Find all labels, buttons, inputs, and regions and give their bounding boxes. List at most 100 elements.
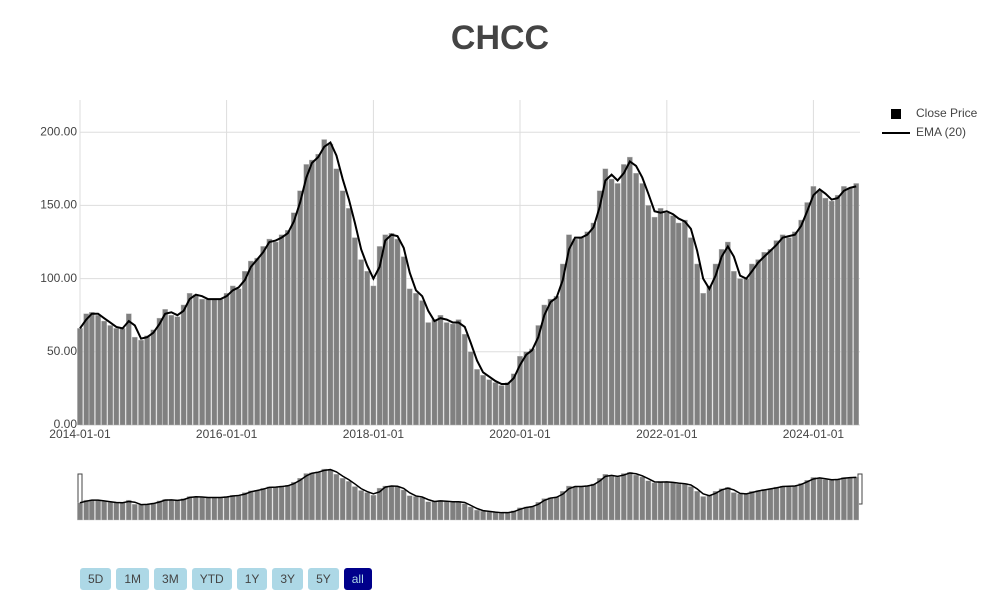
- mini-bar: [266, 486, 273, 521]
- bar: [419, 300, 426, 426]
- mini-bar: [834, 478, 841, 521]
- bar: [285, 230, 291, 426]
- bar: [547, 298, 554, 426]
- bar: [828, 200, 835, 426]
- bar: [266, 238, 273, 426]
- bar: [792, 231, 798, 426]
- mini-bar: [285, 485, 291, 521]
- mini-bar: [199, 497, 205, 521]
- mini-bar: [132, 504, 138, 521]
- mini-bar: [352, 486, 358, 521]
- range-button[interactable]: 1M: [116, 568, 150, 590]
- bar: [364, 271, 370, 426]
- mini-bar: [651, 482, 658, 521]
- mini-bar: [77, 502, 83, 521]
- bar: [822, 197, 829, 426]
- bar: [853, 183, 859, 426]
- mini-bar: [193, 496, 199, 521]
- mini-bar: [339, 477, 346, 521]
- mini-bar: [83, 499, 90, 521]
- bar: [541, 304, 548, 426]
- bar: [333, 168, 340, 426]
- bar: [168, 315, 175, 426]
- bar: [278, 234, 285, 426]
- bar: [670, 215, 676, 426]
- mini-bar: [303, 473, 310, 521]
- bar: [682, 219, 688, 426]
- mini-bar: [798, 483, 804, 521]
- mini-bar: [492, 512, 499, 521]
- mini-bar: [755, 490, 761, 521]
- mini-bar: [138, 504, 144, 521]
- mini-bar: [779, 485, 786, 521]
- mini-bar: [468, 506, 474, 521]
- x-tick-label: 2024-01-01: [783, 427, 845, 441]
- mini-bar: [450, 501, 456, 521]
- bar: [657, 208, 664, 426]
- range-button[interactable]: YTD: [191, 568, 232, 590]
- bar: [786, 237, 792, 426]
- mini-bar: [382, 485, 389, 521]
- range-button[interactable]: 3Y: [272, 568, 304, 590]
- mini-bar: [749, 491, 755, 521]
- bar: [370, 285, 377, 426]
- bar: [559, 263, 566, 426]
- mini-bar: [156, 500, 163, 521]
- mini-bar: [437, 500, 444, 521]
- bar: [95, 315, 101, 426]
- mini-bar: [150, 502, 157, 521]
- mini-bar: [272, 487, 279, 521]
- mini-bar: [504, 512, 511, 521]
- mini-bar: [498, 512, 505, 521]
- range-button[interactable]: all: [343, 568, 372, 590]
- mini-bar: [162, 499, 168, 521]
- bar: [633, 172, 639, 426]
- mini-bar: [95, 500, 101, 521]
- bar: [205, 298, 211, 426]
- bar: [639, 183, 646, 426]
- bar: [394, 238, 401, 426]
- mini-bar: [614, 476, 621, 521]
- bar: [223, 293, 230, 426]
- bar: [83, 313, 90, 426]
- range-button[interactable]: 1Y: [236, 568, 268, 590]
- bar: [217, 298, 224, 426]
- mini-bar: [425, 501, 432, 521]
- mini-bar: [291, 481, 297, 521]
- bar: [303, 164, 310, 426]
- bar: [388, 233, 395, 426]
- bar: [743, 278, 750, 426]
- bar: [144, 335, 150, 426]
- mini-bar: [254, 490, 260, 521]
- mini-bar: [694, 491, 700, 521]
- bar: [431, 319, 438, 426]
- bar: [321, 139, 328, 426]
- mini-bar: [370, 494, 377, 521]
- bar: [461, 334, 468, 426]
- range-button[interactable]: 3M: [154, 568, 187, 590]
- mini-bar: [400, 489, 407, 521]
- mini-bar: [217, 497, 224, 521]
- mini-bar: [627, 471, 633, 521]
- mini-bar: [474, 509, 480, 521]
- bar: [841, 186, 847, 426]
- bar: [107, 325, 114, 426]
- bar: [450, 323, 456, 426]
- bar: [309, 159, 315, 426]
- bar: [578, 237, 585, 426]
- mini-bar: [174, 500, 181, 521]
- mini-bar: [725, 487, 731, 521]
- bar: [162, 309, 168, 426]
- legend-label: Close Price: [916, 106, 978, 120]
- x-tick-label: 2014-01-01: [49, 427, 111, 441]
- range-button[interactable]: 5Y: [308, 568, 339, 590]
- mini-bar: [144, 503, 150, 521]
- mini-bar: [180, 498, 187, 521]
- range-handle-left[interactable]: [77, 473, 83, 505]
- x-tick-label: 2020-01-01: [489, 427, 551, 441]
- bar: [779, 234, 786, 426]
- range-button[interactable]: 5D: [80, 568, 112, 590]
- bar: [804, 202, 810, 426]
